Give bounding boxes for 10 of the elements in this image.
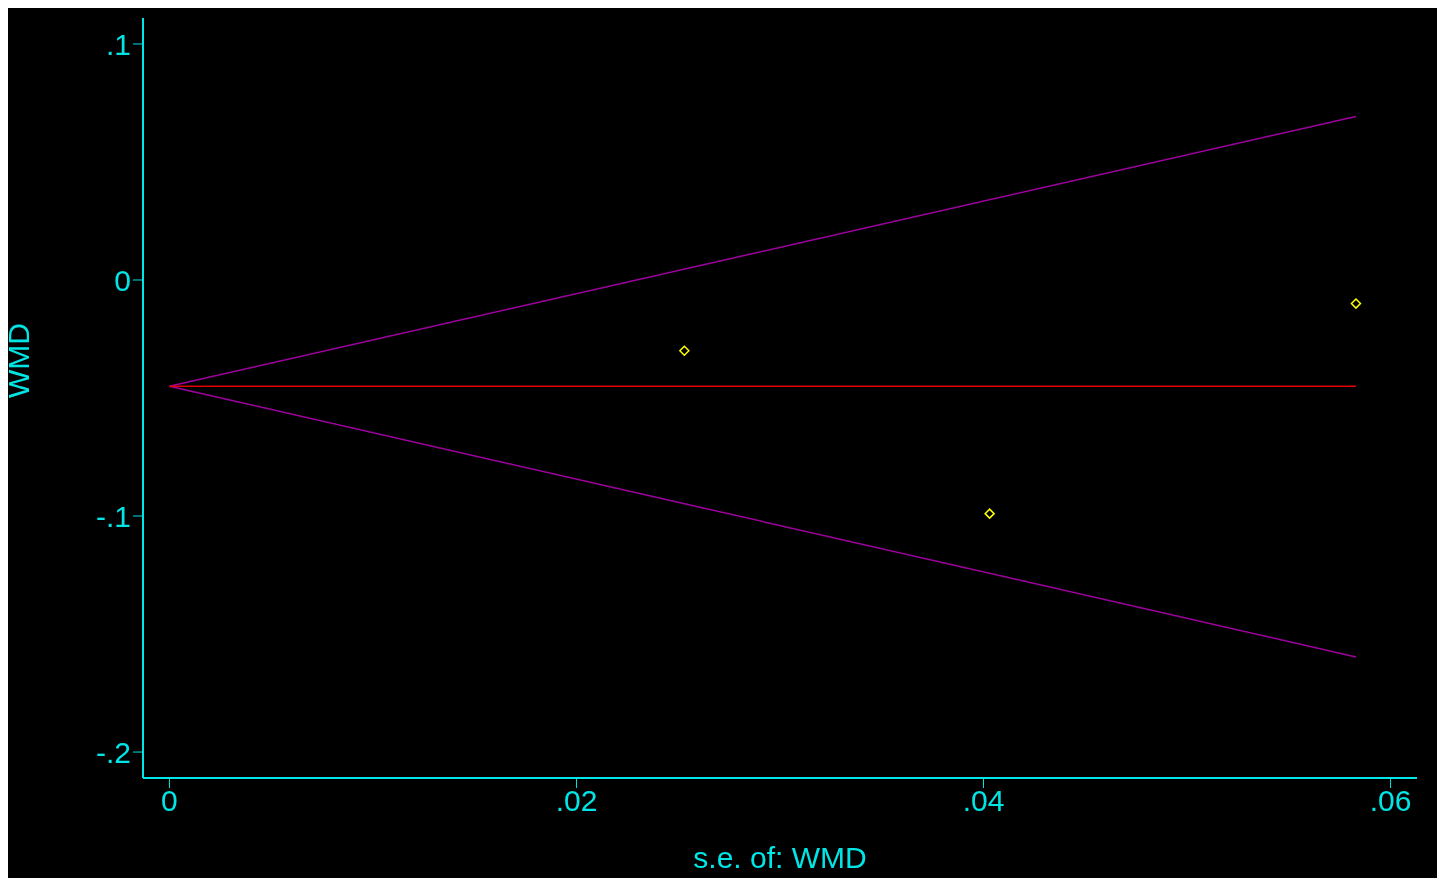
x-axis-title: s.e. of: WMD bbox=[693, 841, 867, 874]
y-tick-label: -.1 bbox=[95, 499, 131, 533]
y-axis-title: WMD bbox=[1, 323, 35, 398]
x-tick-label: .04 bbox=[962, 784, 1005, 818]
x-tick-label: .06 bbox=[1369, 784, 1412, 818]
y-tick-label: -.2 bbox=[95, 735, 131, 769]
x-tick-label: 0 bbox=[161, 784, 178, 818]
x-tick-label: .02 bbox=[555, 784, 598, 818]
y-tick-label: .1 bbox=[105, 27, 131, 61]
y-tick-label: 0 bbox=[114, 263, 131, 297]
